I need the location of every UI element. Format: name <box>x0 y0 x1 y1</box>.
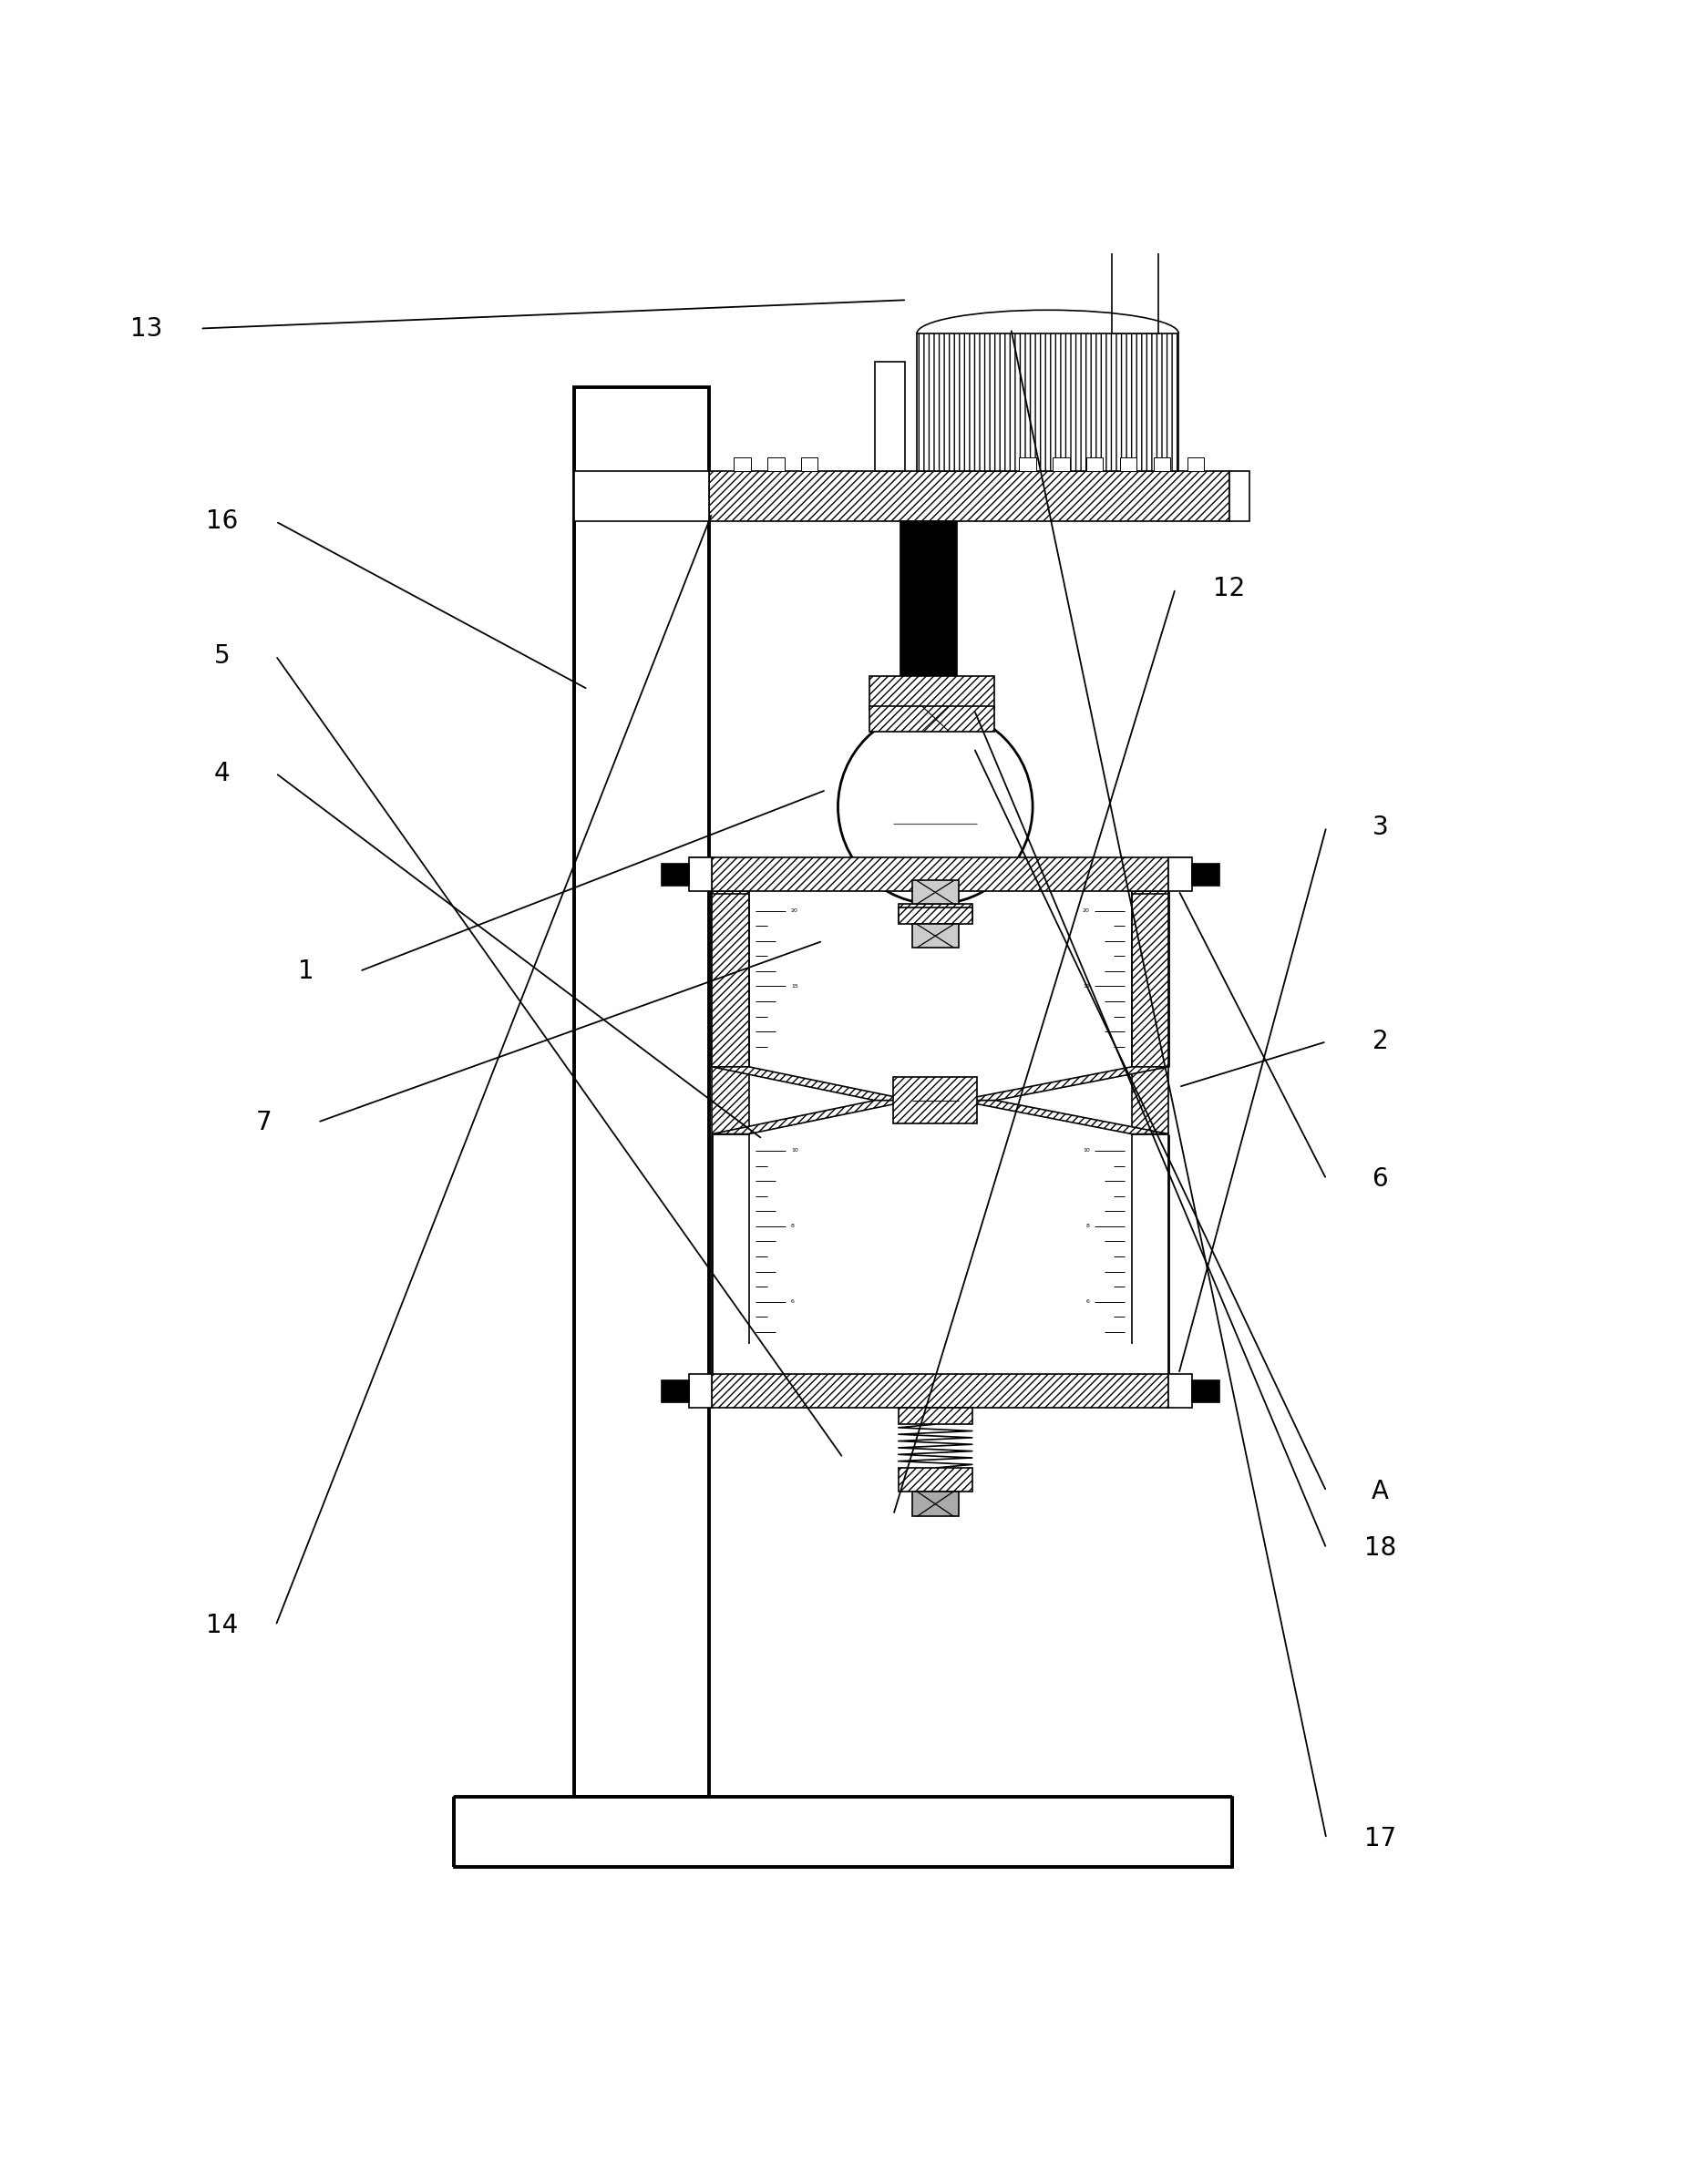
Bar <box>688 856 711 891</box>
Bar <box>899 906 973 924</box>
Bar <box>454 1797 1232 1867</box>
Bar <box>1131 891 1168 1066</box>
Text: 14: 14 <box>206 1612 238 1638</box>
Bar <box>870 675 995 710</box>
Bar <box>1131 893 1168 1133</box>
Text: 6: 6 <box>1372 1166 1388 1192</box>
Bar <box>912 924 959 948</box>
Text: 8: 8 <box>791 1223 794 1230</box>
Text: 12: 12 <box>1212 577 1244 601</box>
Bar <box>575 472 708 522</box>
Bar <box>1153 459 1170 472</box>
Bar <box>661 865 688 885</box>
Bar <box>917 334 1179 472</box>
Text: 15: 15 <box>791 985 797 989</box>
Bar <box>1168 856 1192 891</box>
Bar <box>661 1380 688 1402</box>
Bar <box>1052 459 1069 472</box>
Bar <box>711 1374 1168 1406</box>
Text: 8: 8 <box>1086 1223 1089 1230</box>
Bar <box>688 1374 711 1406</box>
Text: 13: 13 <box>130 317 162 341</box>
Text: 3: 3 <box>1372 815 1388 839</box>
Text: 2: 2 <box>1372 1029 1388 1055</box>
Bar <box>1187 459 1204 472</box>
Bar <box>711 856 1168 891</box>
Bar <box>912 880 959 904</box>
Bar <box>900 522 958 684</box>
Bar <box>899 904 973 922</box>
Polygon shape <box>959 1101 1168 1133</box>
Text: 6: 6 <box>1086 1299 1089 1304</box>
Polygon shape <box>711 1066 912 1101</box>
Bar <box>899 1468 973 1492</box>
Bar <box>575 387 708 1797</box>
Text: 15: 15 <box>1082 985 1089 989</box>
Bar <box>1120 459 1136 472</box>
Text: 5: 5 <box>214 642 229 668</box>
Bar <box>912 1492 959 1516</box>
Text: 6: 6 <box>791 1299 794 1304</box>
Bar <box>708 472 1229 522</box>
Bar <box>1192 865 1219 885</box>
Text: 4: 4 <box>214 760 229 786</box>
Polygon shape <box>711 1101 912 1133</box>
Text: 10: 10 <box>791 1149 797 1153</box>
Text: 17: 17 <box>1364 1826 1396 1852</box>
Text: 18: 18 <box>1364 1535 1396 1562</box>
Circle shape <box>838 710 1032 904</box>
Bar <box>899 1406 973 1424</box>
Text: 1: 1 <box>298 959 314 985</box>
Bar <box>1168 1374 1192 1406</box>
Bar <box>870 705 995 732</box>
Bar <box>894 1077 978 1125</box>
Bar <box>1111 236 1158 334</box>
Text: 7: 7 <box>256 1109 271 1136</box>
Text: 20: 20 <box>1082 909 1089 913</box>
Text: 10: 10 <box>1082 1149 1089 1153</box>
Text: A: A <box>1371 1479 1389 1505</box>
Bar <box>711 891 749 1066</box>
Bar <box>733 459 750 472</box>
Bar <box>1229 472 1249 522</box>
Text: 20: 20 <box>791 909 797 913</box>
Polygon shape <box>959 1066 1168 1101</box>
Bar <box>801 459 818 472</box>
Bar <box>1020 459 1035 472</box>
Bar <box>767 459 784 472</box>
Text: 16: 16 <box>206 509 238 535</box>
Bar <box>875 363 905 472</box>
Bar <box>1086 459 1103 472</box>
Bar <box>711 893 749 1133</box>
Bar <box>1192 1380 1219 1402</box>
